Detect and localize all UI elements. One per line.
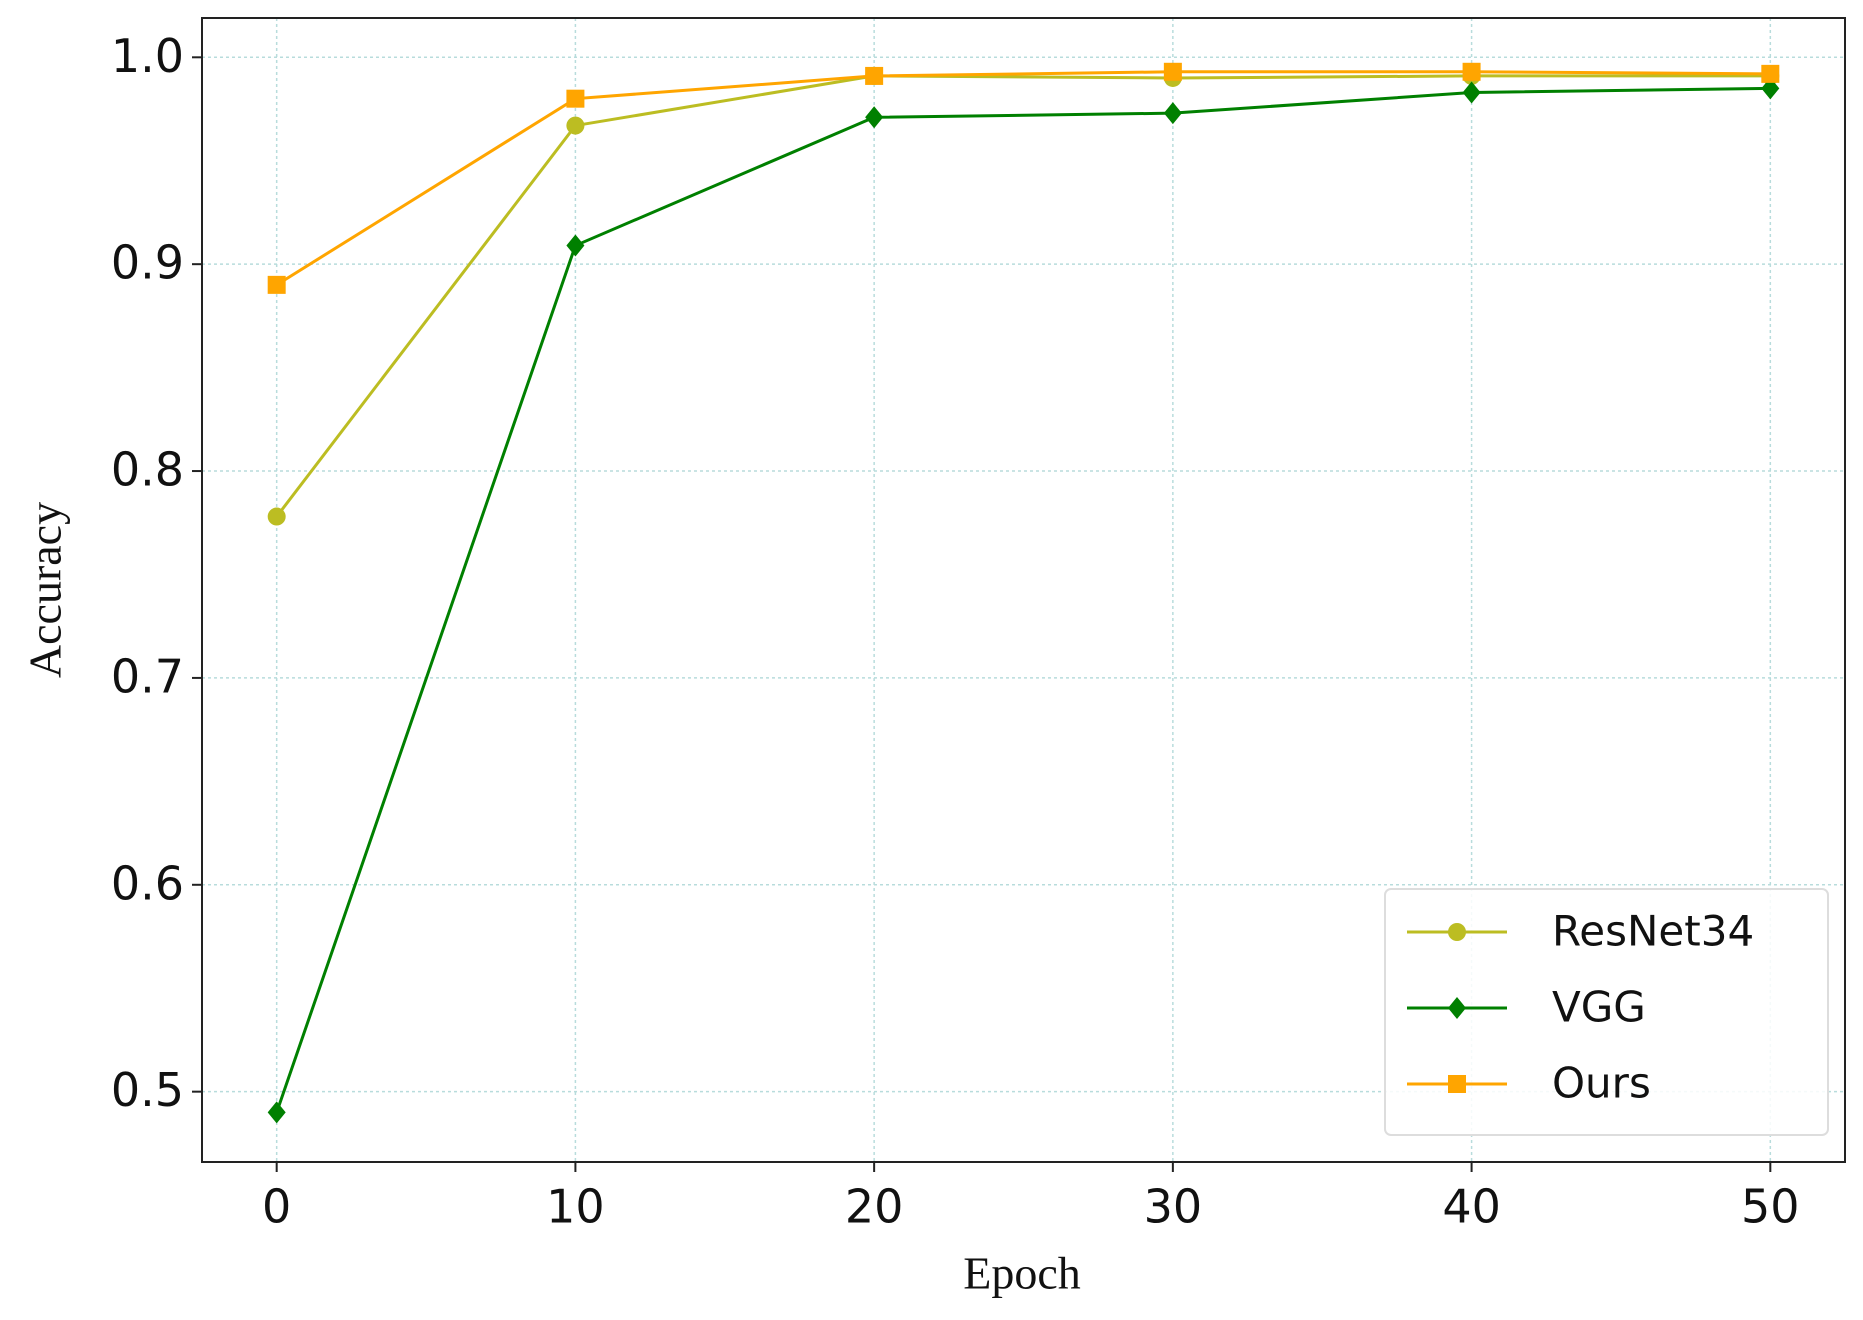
x-tick-label: 50 [1741,1180,1800,1234]
y-axis-label: Accuracy [20,502,71,678]
y-tick-label: 0.5 [111,1063,184,1117]
marker [1462,81,1481,104]
legend-marker [1448,923,1466,941]
marker [267,1101,286,1124]
y-tick-label: 0.9 [111,236,184,290]
marker [1462,62,1481,81]
marker [566,234,585,257]
series-line [275,86,1771,1113]
legend-marker [1448,997,1466,1019]
legend-box [1384,888,1829,1136]
y-tick-label: 0.8 [111,443,184,497]
legend-label: Ours [1552,1059,1651,1108]
marker [1761,64,1780,83]
marker [267,275,286,294]
y-tick-label: 0.7 [111,649,184,703]
marker [865,66,884,85]
legend-marker [1448,1075,1466,1093]
x-axis-label: Epoch [963,1248,1081,1299]
legend-label: VGG [1552,983,1646,1032]
x-tick-label: 0 [262,1180,291,1234]
x-tick-label: 10 [546,1180,605,1234]
series-line [275,70,1771,287]
marker [267,507,286,526]
legend: ResNet34 VGG Ours [1384,888,1829,1136]
y-tick-label: 1.0 [111,29,184,83]
marker [865,106,884,129]
marker [1163,62,1182,81]
series-line [275,74,1771,518]
marker [566,116,585,135]
legend-label: ResNet34 [1552,907,1754,956]
y-tick-label: 0.6 [111,856,184,910]
x-tick-label: 40 [1442,1180,1501,1234]
x-tick-label: 20 [845,1180,904,1234]
plot-frame [201,17,1846,1163]
marker [566,89,585,108]
x-tick-label: 30 [1144,1180,1203,1234]
marker [1163,102,1182,125]
